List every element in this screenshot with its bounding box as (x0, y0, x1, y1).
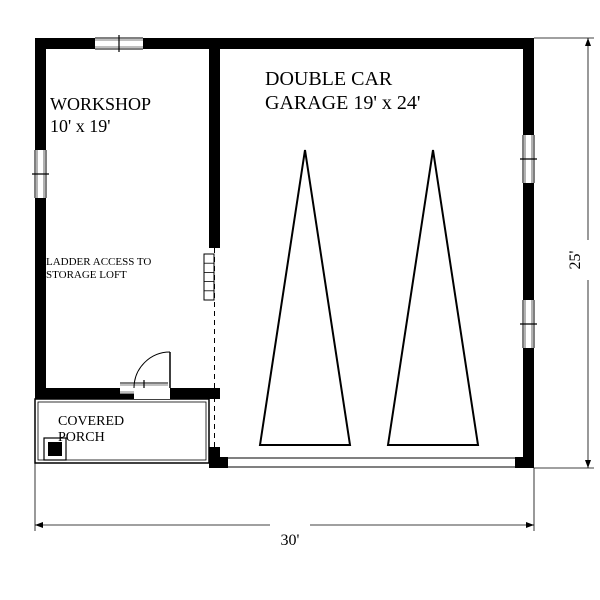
dim-bottom-label: 30' (281, 532, 300, 549)
porch-label-2: PORCH (58, 430, 105, 445)
ladder-note-1: LADDER ACCESS TO (46, 256, 151, 268)
workshop-title: WORKSHOP (50, 94, 151, 114)
dim-right-label: 25' (567, 250, 584, 269)
floorplan-container: WORKSHOP10' x 19' DOUBLE CARGARAGE 19' x … (0, 0, 600, 600)
floorplan-svg: WORKSHOP10' x 19' DOUBLE CARGARAGE 19' x … (0, 0, 600, 600)
porch-label-1: COVERED (58, 414, 124, 429)
garage-title: DOUBLE CAR (265, 68, 393, 90)
workshop-dims: 10' x 19' (50, 116, 111, 136)
garage-dims: GARAGE 19' x 24' (265, 92, 421, 114)
ladder-note-2: STORAGE LOFT (46, 269, 127, 281)
